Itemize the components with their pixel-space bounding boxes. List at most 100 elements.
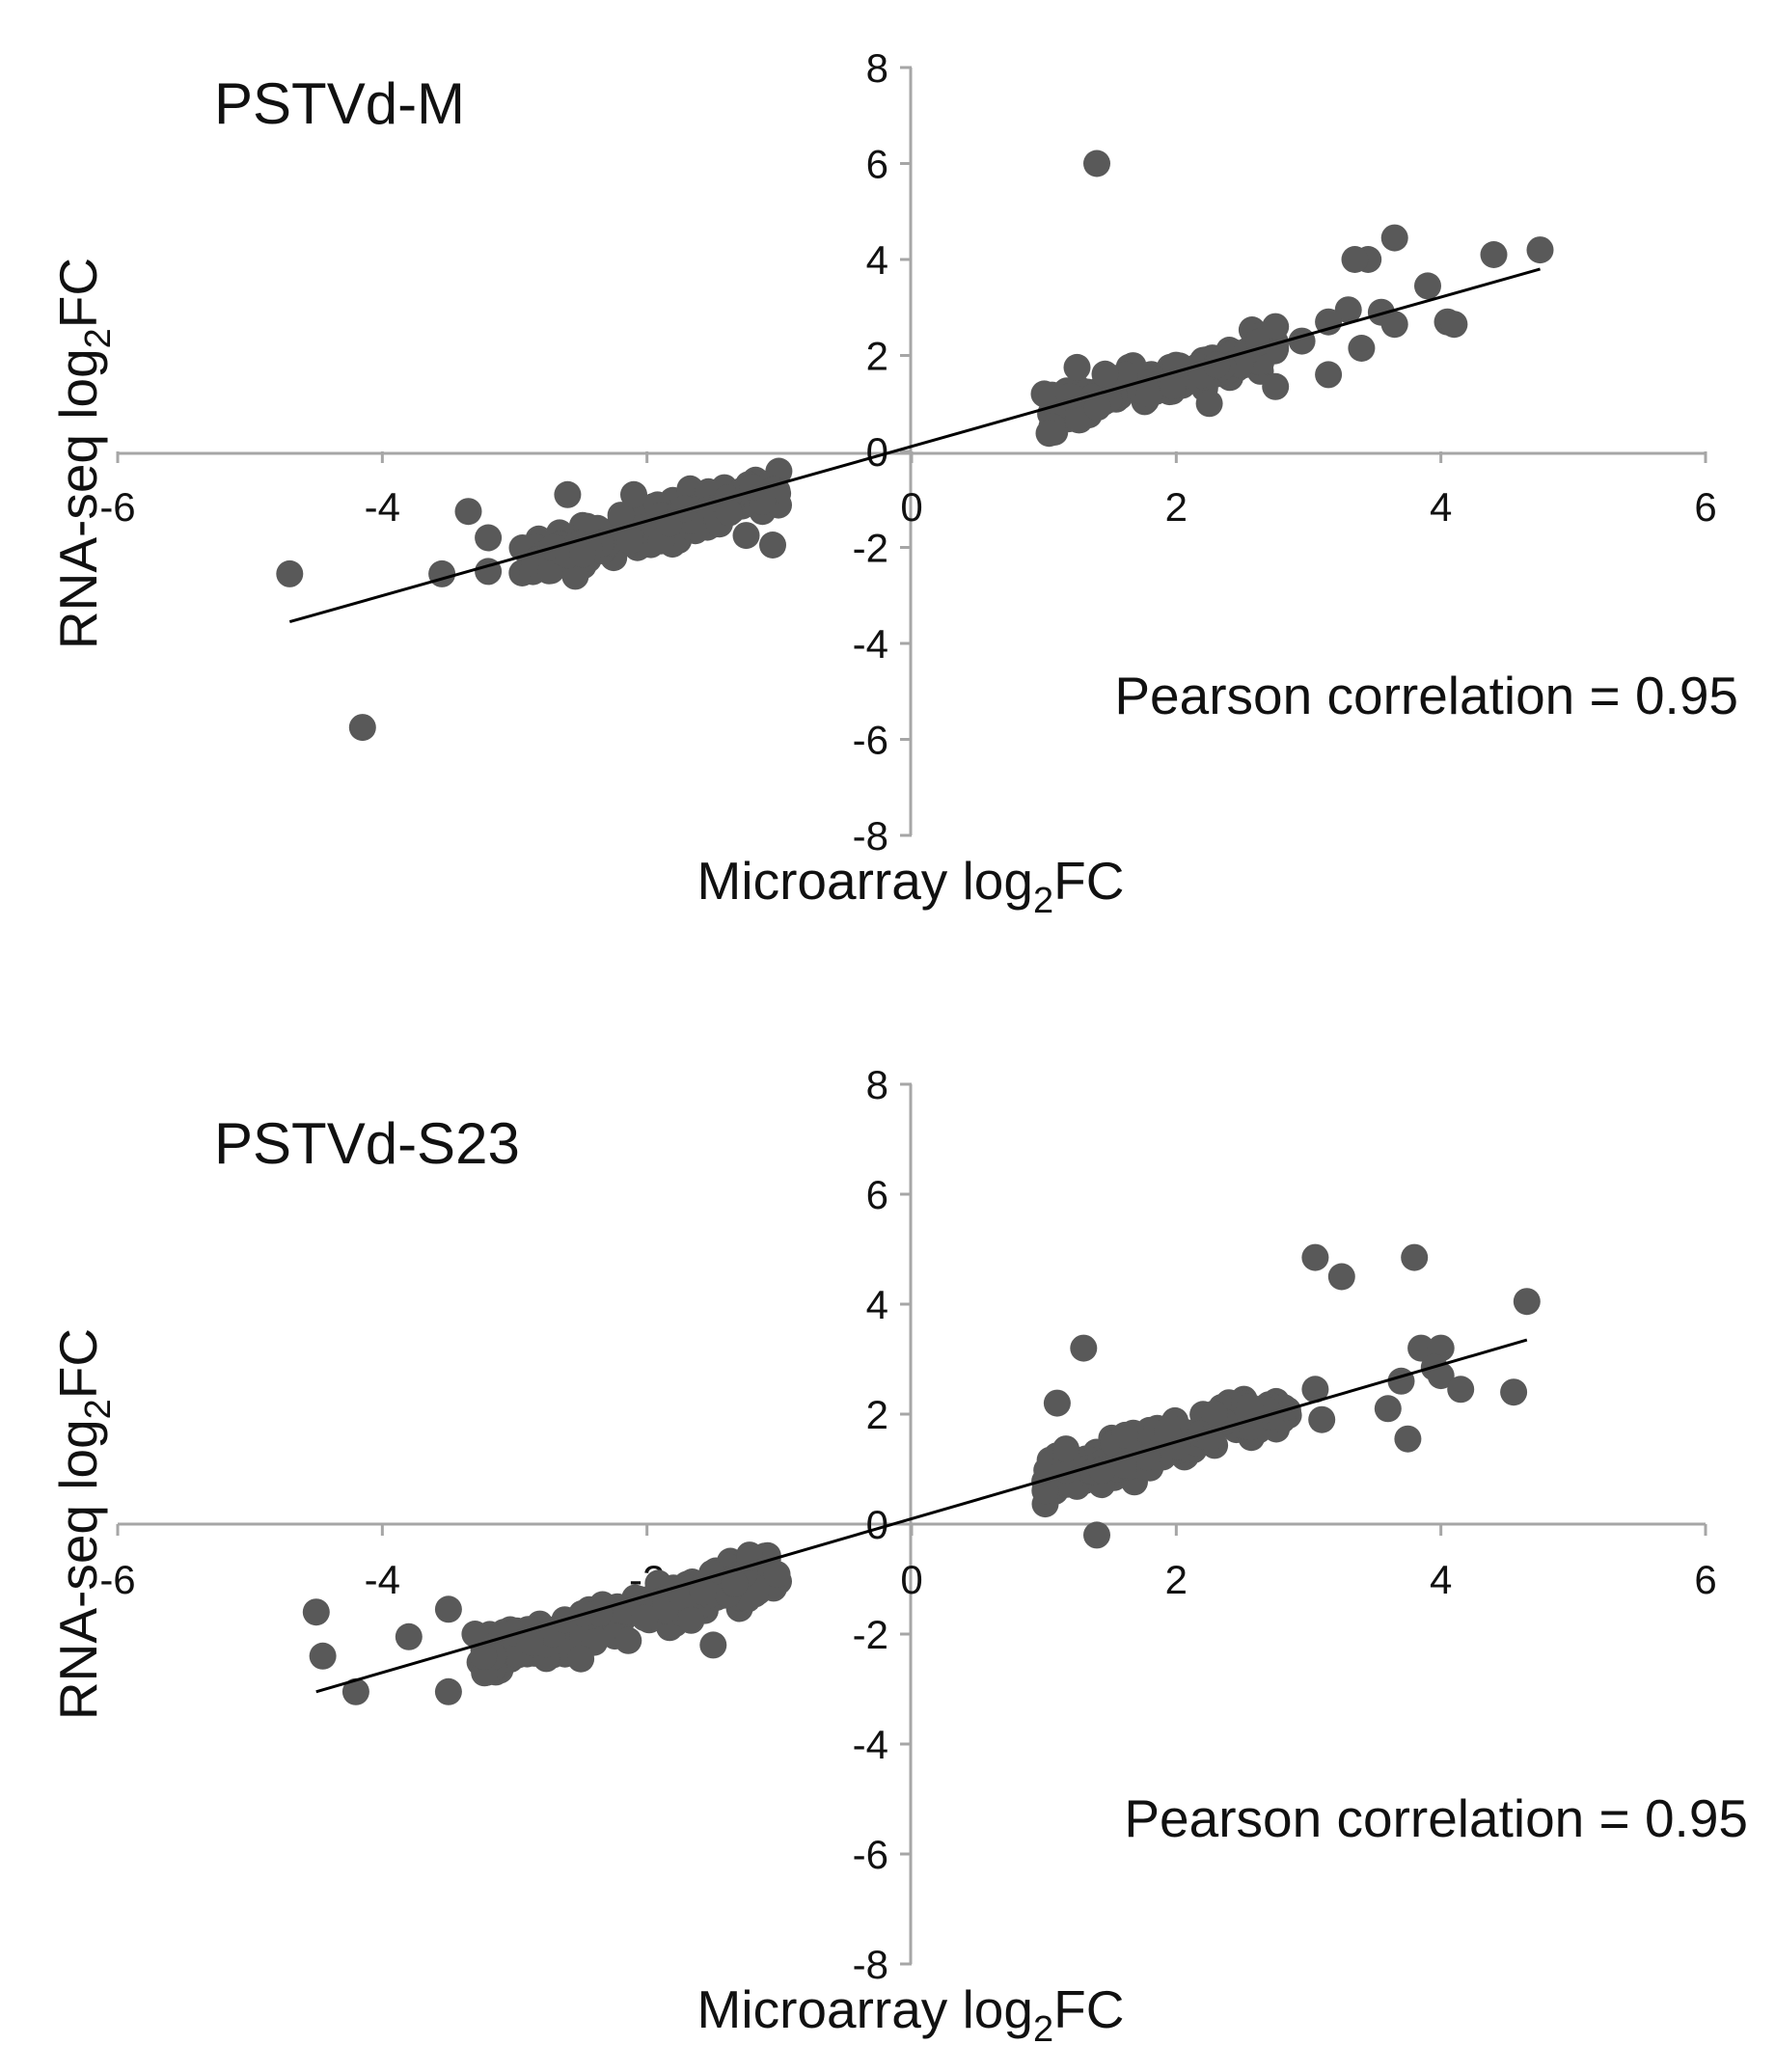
axis-ticks	[116, 66, 1707, 837]
data-point	[616, 527, 644, 555]
data-point	[1315, 308, 1343, 336]
data-point	[1407, 1334, 1435, 1362]
data-point	[516, 1628, 544, 1656]
y-axis-title-subscript: 2	[78, 328, 119, 348]
data-point	[1334, 296, 1362, 324]
y-tick-label: 4	[866, 1282, 888, 1327]
data-point	[1374, 1395, 1402, 1423]
x-tick-label: 2	[1165, 1557, 1188, 1602]
data-point	[677, 1606, 705, 1634]
x-axis-title-subscript: 2	[1033, 2009, 1053, 2050]
data-point	[561, 562, 589, 590]
x-tick-label: -6	[99, 484, 135, 530]
data-point	[670, 495, 698, 523]
x-axis-title-main: Microarray log	[697, 1979, 1033, 2039]
data-point	[1091, 360, 1119, 388]
y-tick-labels: -8 -6 -4 -2 0 2 4 6 8	[853, 45, 888, 859]
data-point	[309, 1642, 337, 1670]
data-point	[461, 1621, 489, 1648]
y-tick-label: 2	[866, 334, 888, 379]
data-point	[1236, 1393, 1264, 1421]
y-tick-label: 8	[866, 45, 888, 91]
x-tick-label: -6	[99, 1557, 135, 1602]
x-tick-label: 0	[900, 484, 922, 530]
panel-title: PSTVd-M	[214, 71, 465, 136]
data-point	[434, 1677, 462, 1705]
trend-line	[288, 267, 1541, 624]
x-tick-label: 2	[1165, 484, 1188, 530]
y-tick-label: -6	[853, 1832, 888, 1877]
data-point	[1341, 246, 1369, 273]
y-tick-label: 0	[866, 429, 888, 475]
data-point	[1070, 1334, 1098, 1362]
data-point	[348, 714, 376, 742]
x-tick-label: -4	[365, 484, 400, 530]
data-point	[341, 1677, 369, 1705]
data-point	[1380, 311, 1408, 339]
pearson-correlation-label: Pearson correlation = 0.95	[1124, 1788, 1748, 1848]
data-point	[1154, 1417, 1182, 1445]
scatter-panel-pstvd-s23: -6 -4 -2 0 2 4 6 -8 -6 -4 -2 0 2 4 6 8 PSTVd-S23 Pears…	[48, 1062, 1748, 2050]
pearson-correlation-label: Pearson correlation = 0.95	[1114, 666, 1738, 725]
data-point	[567, 1645, 595, 1673]
panel-title: PSTVd-S23	[214, 1111, 520, 1176]
y-axis-title-suffix: FC	[48, 1328, 108, 1399]
data-point	[763, 1561, 791, 1589]
y-tick-label: -4	[853, 1722, 888, 1767]
data-point	[1387, 1367, 1415, 1395]
y-axis-title-main: RNA-seq log	[48, 1419, 108, 1720]
x-axis-title-subscript: 2	[1033, 881, 1053, 921]
data-point	[1414, 272, 1441, 300]
y-tick-label: -8	[853, 1942, 888, 1987]
y-axis-title-subscript: 2	[78, 1399, 119, 1419]
x-axis-title-suffix: FC	[1053, 1979, 1124, 2039]
y-axis-title-main: RNA-seq log	[48, 348, 108, 649]
data-point	[1327, 1263, 1355, 1291]
data-point	[428, 559, 456, 587]
x-tick-label: 6	[1694, 1557, 1716, 1602]
data-point	[1052, 1435, 1079, 1463]
y-axis-title: RNA-seq log2FC	[48, 1328, 119, 1720]
x-tick-label: 4	[1430, 484, 1452, 530]
data-point	[1301, 1243, 1329, 1271]
data-point	[1480, 241, 1508, 268]
data-point	[1500, 1378, 1528, 1406]
data-point	[689, 1578, 717, 1606]
data-point	[1447, 1376, 1475, 1404]
y-tick-labels: -8 -6 -4 -2 0 2 4 6 8	[853, 1062, 888, 1987]
y-tick-label: -2	[853, 526, 888, 571]
data-point	[699, 1631, 727, 1659]
data-point	[1111, 1421, 1139, 1449]
data-point	[1135, 380, 1163, 408]
data-point	[1063, 353, 1091, 381]
data-point	[1035, 420, 1063, 448]
data-point	[1262, 313, 1290, 341]
data-point	[395, 1622, 423, 1650]
x-axis-title-suffix: FC	[1053, 851, 1124, 911]
x-tick-label: 6	[1694, 484, 1716, 530]
data-point	[614, 1626, 642, 1654]
y-tick-label: -2	[853, 1612, 888, 1657]
data-point	[1083, 1521, 1110, 1549]
x-axis-title-main: Microarray log	[697, 851, 1033, 911]
data-point	[1262, 372, 1290, 400]
data-point	[721, 1569, 749, 1597]
data-points	[302, 1243, 1541, 1705]
y-tick-label: 4	[866, 237, 888, 283]
data-point	[732, 522, 760, 550]
data-point	[568, 540, 596, 568]
data-point	[1315, 361, 1343, 389]
axis-ticks	[116, 1082, 1707, 1966]
data-point	[434, 1595, 462, 1623]
data-point	[1133, 1443, 1161, 1471]
x-tick-label: -4	[365, 1557, 400, 1602]
x-tick-label: 0	[900, 1557, 922, 1602]
data-point	[1440, 311, 1468, 339]
data-point	[1308, 1405, 1336, 1433]
data-point	[669, 1584, 696, 1611]
x-axis-title: Microarray log2FC	[697, 1979, 1125, 2050]
data-point	[1200, 1400, 1228, 1428]
data-point	[1083, 394, 1111, 422]
